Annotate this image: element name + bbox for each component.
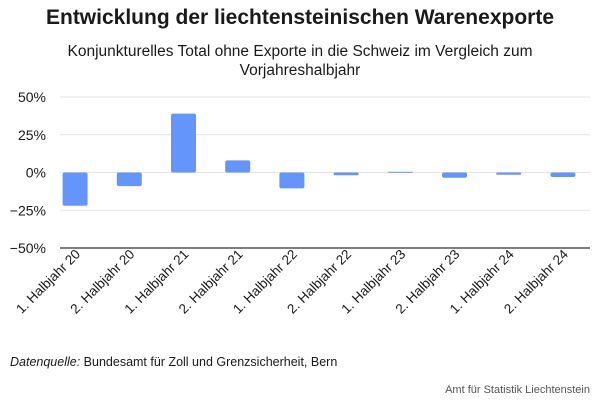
bar (62, 172, 88, 206)
y-tick-label: −50% (10, 240, 46, 256)
chart-title: Entwicklung der liechtensteinischen Ware… (45, 6, 554, 29)
credit-line: Amt für Statistik Liechtenstein (445, 384, 590, 396)
bar (387, 171, 413, 173)
bar (171, 113, 196, 173)
y-tick-label: 0% (26, 165, 46, 181)
bar (496, 172, 522, 175)
data-source-text: Bundesamt für Zoll und Grenzsicherheit, … (80, 355, 338, 369)
bar (279, 172, 305, 189)
bar (116, 172, 142, 187)
data-source-label: Datenquelle: (10, 355, 81, 369)
bar (333, 172, 359, 176)
chart-subtitle: Konjunkturelles Total ohne Exporte in di… (67, 43, 533, 79)
bar (442, 172, 467, 178)
data-source: Datenquelle: Bundesamt für Zoll und Gren… (10, 355, 337, 369)
y-tick-label: −25% (10, 202, 46, 218)
bar-chart: 50%25%0%−25%−50%1. Halbjahr 202. Halbjah… (10, 89, 590, 317)
bar (550, 172, 576, 178)
y-tick-label: 50% (18, 89, 46, 105)
y-tick-label: 25% (18, 127, 46, 143)
bar (225, 160, 251, 173)
